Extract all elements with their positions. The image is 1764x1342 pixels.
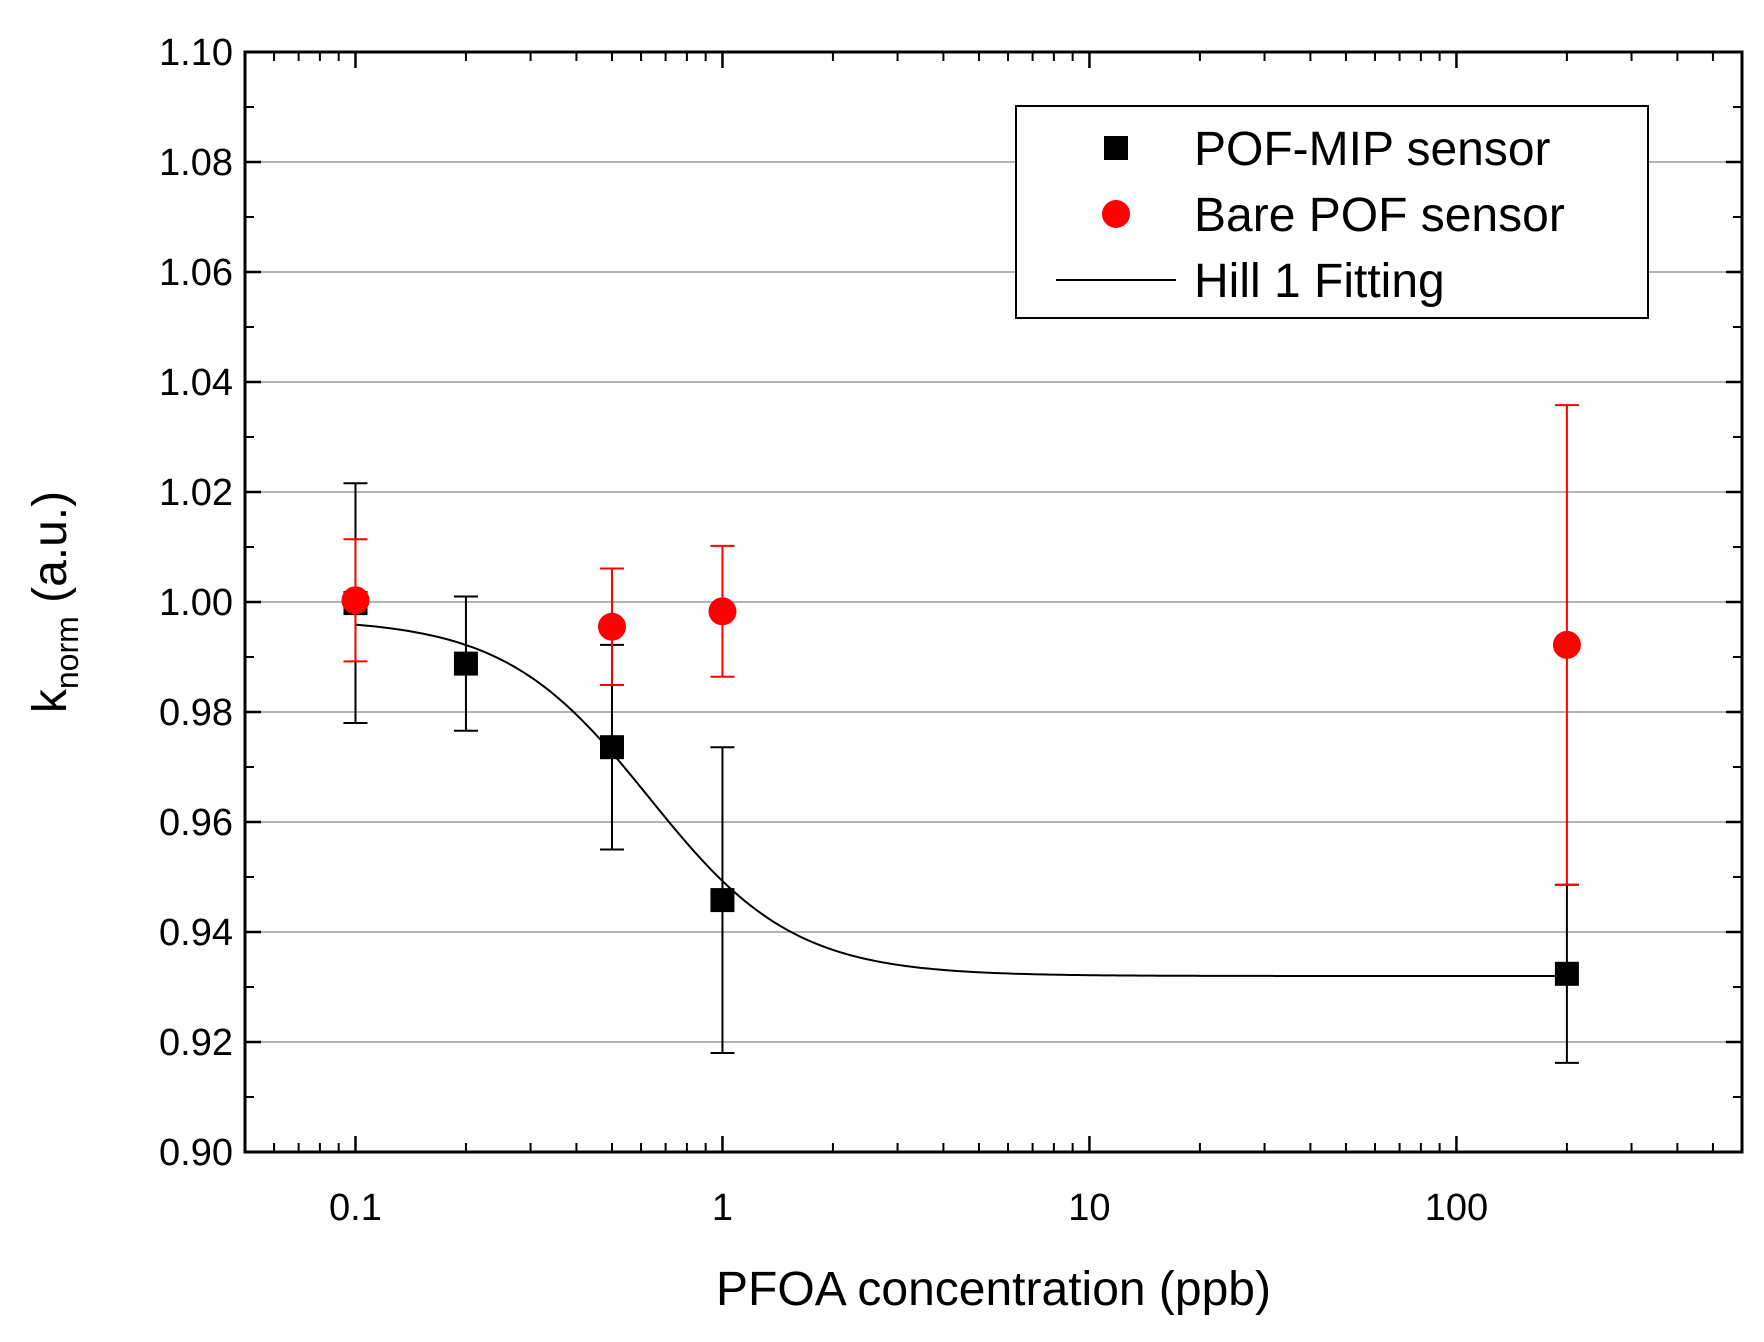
grid-lines (245, 161, 1742, 1043)
x-tick-label: 1 (712, 1187, 733, 1229)
x-axis-title: PFOA concentration (ppb) (716, 1263, 1271, 1316)
data-point-square (453, 651, 478, 676)
y-tick-label: 0.94 (159, 912, 233, 954)
y-axis-title: knorm (a.u.) (24, 491, 85, 713)
y-tick-label: 0.96 (159, 802, 233, 844)
data-point-circle (341, 586, 370, 615)
legend-label: Hill 1 Fitting (1194, 255, 1445, 308)
series-circle (341, 404, 1581, 886)
y-tick-label: 1.06 (159, 252, 233, 294)
y-tick-label: 0.98 (159, 692, 233, 734)
y-axis-ticks: 0.90 0.92 0.94 0.96 0.98 1.00 1.02 1.04 1.06 1.08… (159, 32, 1742, 1174)
y-tick-label: 0.92 (159, 1022, 233, 1064)
y-tick-label: 1.02 (159, 472, 233, 514)
data-point-circle (708, 597, 737, 626)
legend: POF-MIP sensor Bare POF sensor Hill 1 Fitt… (1015, 105, 1649, 319)
x-tick-label: 100 (1425, 1187, 1488, 1229)
data-point-circle (597, 612, 626, 641)
x-tick-label: 10 (1068, 1187, 1110, 1229)
y-axis-title-base: k (24, 688, 77, 713)
y-tick-label: 1.10 (159, 32, 233, 74)
y-tick-label: 1.04 (159, 362, 233, 404)
y-axis-title-subscript: norm (49, 616, 85, 689)
data-point-square (599, 735, 624, 760)
hill-fit-curve (355, 623, 1567, 977)
data-point-square (710, 888, 735, 913)
legend-label: POF-MIP sensor (1194, 123, 1551, 176)
y-tick-label: 0.90 (159, 1132, 233, 1174)
y-tick-label: 1.00 (159, 582, 233, 624)
data-point-circle (1552, 630, 1581, 659)
data-point-square (1554, 961, 1579, 986)
y-tick-label: 1.08 (159, 142, 233, 184)
legend-marker-circle (1102, 200, 1130, 228)
legend-marker-square (1104, 136, 1128, 160)
legend-label: Bare POF sensor (1194, 189, 1565, 242)
y-axis-title-units: (a.u.) (24, 491, 77, 616)
x-tick-label: 0.1 (329, 1187, 382, 1229)
plot-frame (243, 50, 1744, 1154)
